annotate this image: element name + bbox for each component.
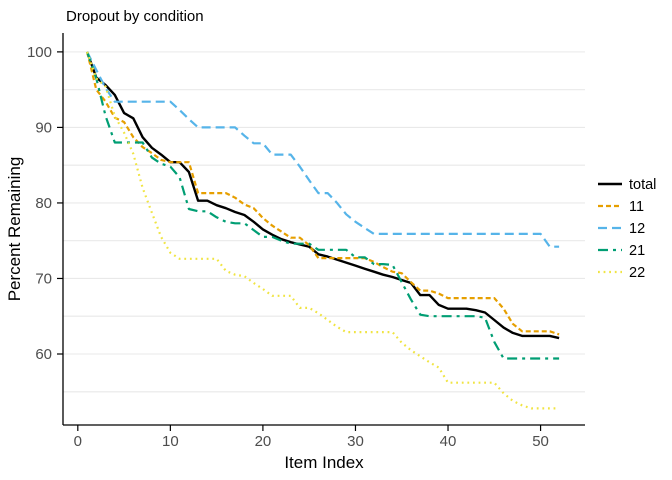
- legend-item-12: 12: [598, 221, 645, 237]
- gridlines: [63, 51, 585, 393]
- legend-label-11: 11: [629, 199, 644, 215]
- series-line-total: [85, 51, 560, 340]
- x-tick-label-30: 30: [347, 433, 364, 450]
- legend-label-12: 12: [629, 221, 645, 237]
- legend-item-11: 11: [598, 199, 644, 215]
- x-tick-label-50: 50: [532, 433, 549, 450]
- y-tick-label-70: 70: [35, 270, 52, 287]
- legend-item-22: 22: [598, 265, 645, 281]
- legend-label-22: 22: [629, 265, 645, 281]
- y-tick-label-90: 90: [35, 119, 52, 136]
- y-tick-label-100: 100: [27, 44, 52, 61]
- x-axis-label: Item Index: [284, 453, 364, 472]
- data-series: [85, 51, 560, 410]
- legend: total 11 12 21 22: [598, 177, 656, 281]
- series-line-22: [86, 51, 560, 410]
- chart-title: Dropout by condition: [66, 8, 204, 25]
- y-tick-label-60: 60: [35, 346, 52, 363]
- x-tick-label-0: 0: [74, 433, 82, 450]
- legend-label-total: total: [629, 177, 656, 193]
- x-tick-label-20: 20: [255, 433, 272, 450]
- series-line-12: [86, 51, 560, 248]
- legend-label-21: 21: [629, 243, 645, 259]
- y-axis-label: Percent Remaining: [5, 157, 24, 302]
- series-line-21: [86, 51, 560, 360]
- x-tick-label-40: 40: [440, 433, 457, 450]
- y-tick-label-80: 80: [35, 195, 52, 212]
- axes: 0 10 20 30 40 50 100 90 80 70 60: [27, 33, 585, 450]
- legend-item-total: total: [598, 177, 656, 193]
- x-tick-label-10: 10: [162, 433, 179, 450]
- series-line-11: [86, 51, 560, 336]
- legend-item-21: 21: [598, 243, 645, 259]
